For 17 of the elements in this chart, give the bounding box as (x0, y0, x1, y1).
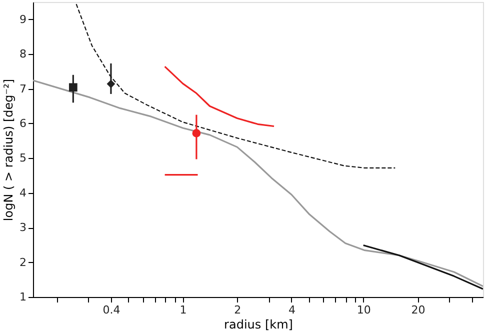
y-tick-label: 8 (20, 48, 26, 61)
x-tick-label: 20 (411, 304, 426, 316)
x-tick-label: 10 (356, 304, 371, 316)
y-tick-label: 5 (20, 152, 26, 165)
x-tick-label: 4 (288, 304, 296, 316)
y-tick-label: 3 (20, 221, 26, 234)
y-tick-label: 6 (20, 116, 26, 130)
x-tick-label: 1 (180, 304, 187, 316)
y-tick-label: 7 (20, 82, 26, 96)
y-tick-label: 9 (20, 12, 26, 26)
y-tick-label: 1 (20, 290, 26, 304)
y-axis-title: logN ( > radius) [deg⁻²] (2, 78, 16, 222)
x-axis-title: radius [km] (224, 318, 293, 332)
y-tick-label: 2 (20, 256, 26, 269)
x-tick-label: 2 (234, 304, 242, 316)
x-tick-label: 0.4 (102, 304, 120, 316)
y-tick-label: 4 (20, 186, 26, 200)
